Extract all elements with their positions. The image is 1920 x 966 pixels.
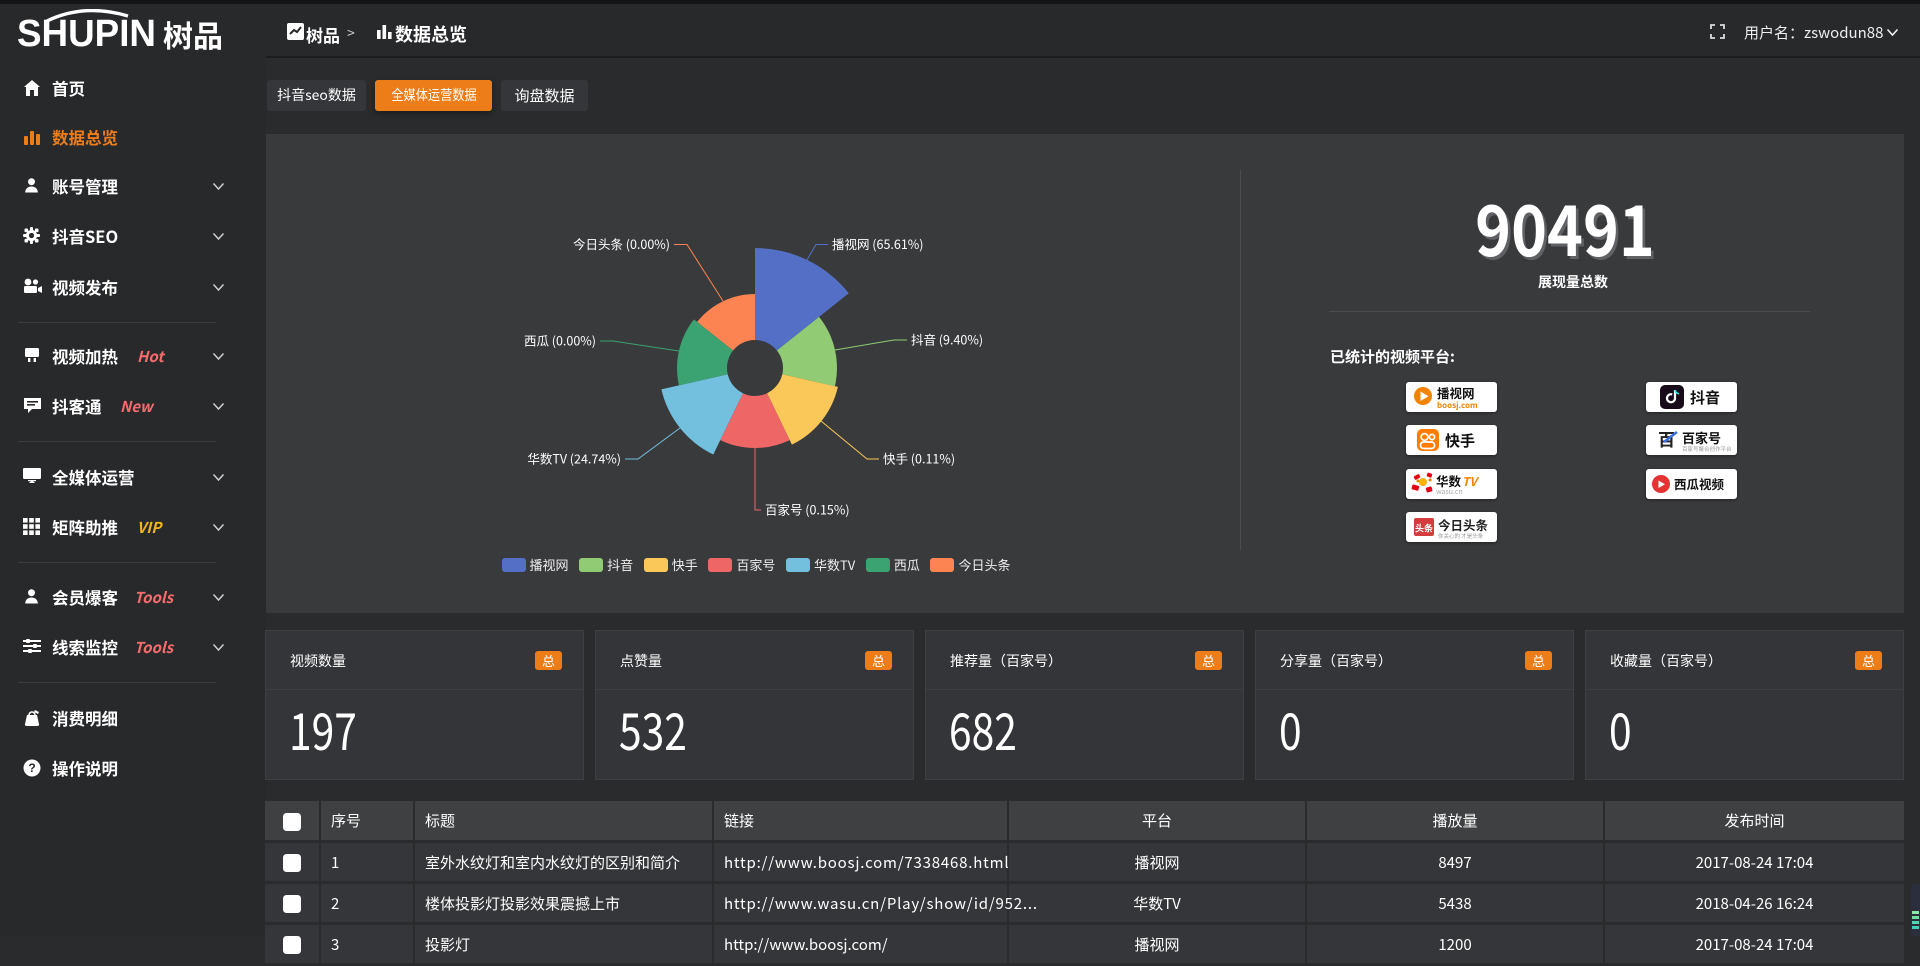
svg-text:今日头条 (0.00%): 今日头条 (0.00%) — [573, 234, 670, 253]
svg-text:树品: 树品 — [163, 12, 223, 56]
svg-text:wasu.cn: wasu.cn — [1436, 487, 1463, 497]
svg-text:播视网: 播视网 — [1437, 383, 1475, 402]
svg-text:播视网 (65.61%): 播视网 (65.61%) — [832, 234, 924, 253]
svg-text:西瓜 (0.00%): 西瓜 (0.00%) — [524, 331, 596, 350]
svg-text:快手: 快手 — [1445, 430, 1475, 451]
svg-text:华数TV (24.74%): 华数TV (24.74%) — [527, 449, 621, 468]
svg-text:华数: 华数 — [1436, 471, 1462, 490]
svg-text:百家号聚合创作平台: 百家号聚合创作平台 — [1682, 445, 1732, 453]
svg-text:抖音 (9.40%): 抖音 (9.40%) — [911, 330, 983, 349]
svg-text:SHUPIN: SHUPIN — [17, 13, 156, 55]
svg-text:百家号 (0.15%): 百家号 (0.15%) — [765, 500, 850, 519]
svg-text:西瓜视频: 西瓜视频 — [1674, 474, 1725, 493]
svg-text:今日头条: 今日头条 — [1438, 515, 1489, 534]
svg-text:快手 (0.11%): 快手 (0.11%) — [883, 449, 955, 468]
svg-text:你关心的 才是头条: 你关心的 才是头条 — [1438, 532, 1484, 540]
svg-text:?: ? — [28, 759, 35, 776]
svg-text:boosj.com: boosj.com — [1437, 400, 1478, 411]
svg-text:TV: TV — [1462, 473, 1480, 490]
svg-text:头条: 头条 — [1415, 522, 1433, 535]
svg-text:百家号: 百家号 — [1682, 428, 1721, 447]
svg-text:抖音: 抖音 — [1690, 387, 1720, 408]
